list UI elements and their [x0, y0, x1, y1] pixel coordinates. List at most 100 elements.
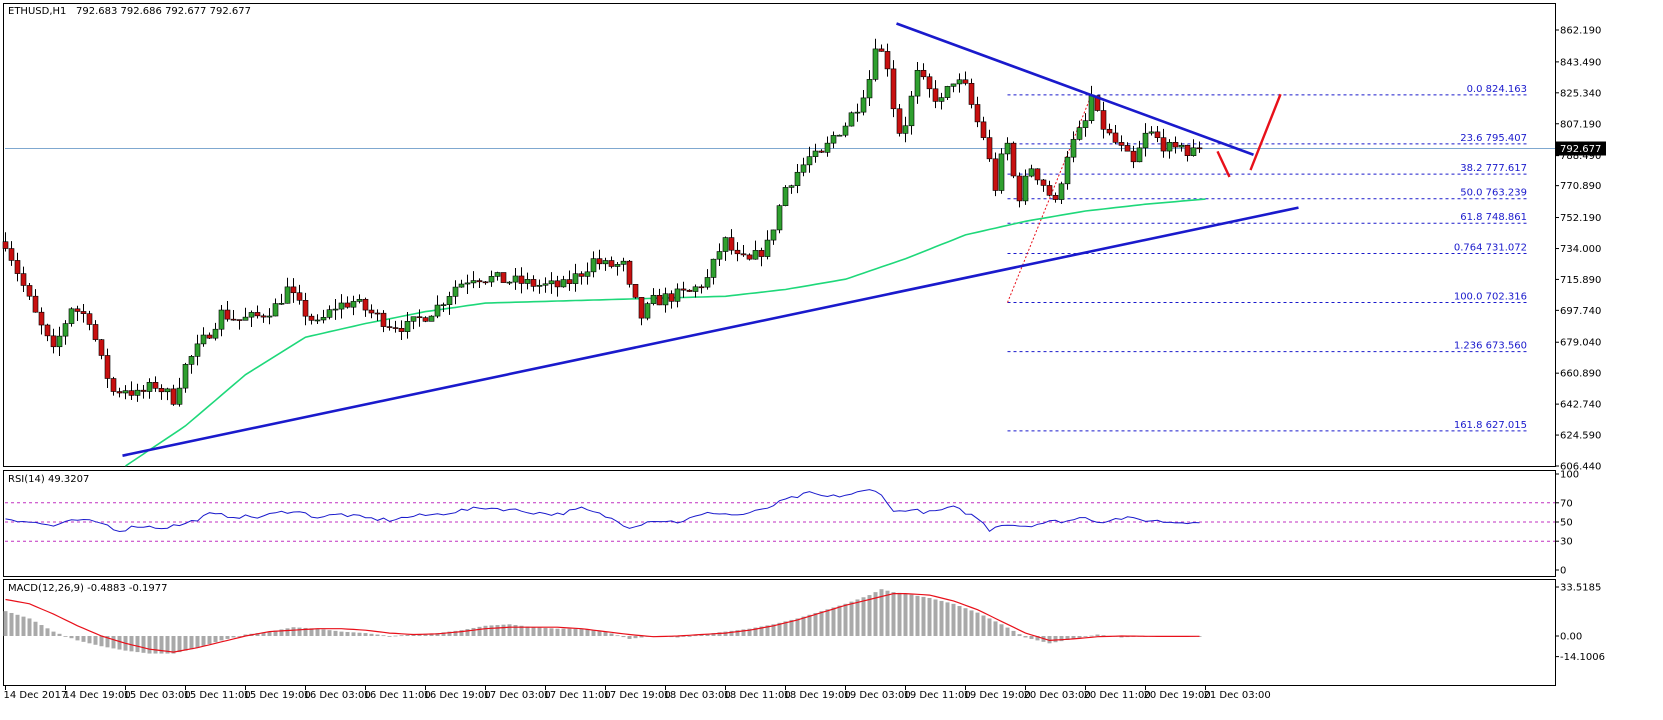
rsi-axis-label: 70 — [1560, 498, 1573, 509]
candle-body-bull — [716, 251, 723, 260]
candle — [986, 129, 993, 162]
candle-body-bear — [758, 250, 765, 257]
candle-body-bull — [614, 264, 621, 267]
candle — [110, 376, 117, 396]
macd-histogram-bar — [897, 592, 902, 636]
candle — [122, 385, 129, 400]
price-axis-label: 862.190 — [1560, 26, 1601, 37]
candle-body-bear — [1184, 144, 1191, 156]
price-axis-label: 825.340 — [1560, 88, 1601, 99]
candle — [968, 78, 975, 109]
candlestick-layer — [2, 38, 1203, 407]
candle — [230, 310, 237, 321]
candle-body-bear — [1130, 150, 1137, 163]
candle-body-bear — [104, 355, 111, 379]
candle-body-bull — [650, 294, 657, 304]
candle-body-bull — [176, 387, 183, 405]
candle-body-bull — [284, 286, 291, 304]
macd-histogram-bar — [135, 636, 140, 653]
candle-body-bull — [506, 281, 513, 284]
macd-histogram-bar — [867, 595, 872, 636]
macd-histogram-bar — [825, 609, 830, 636]
candle-body-bear — [530, 279, 537, 287]
price-axis-label: 606.440 — [1560, 462, 1601, 473]
time-axis-label: 15 Dec 19:00 — [244, 690, 311, 701]
time-axis-label: 16 Dec 19:00 — [424, 690, 491, 701]
candle — [380, 310, 387, 333]
candle — [608, 256, 615, 269]
candle — [1076, 120, 1083, 141]
candle-body-bear — [290, 286, 297, 294]
candle — [1058, 181, 1065, 205]
macd-histogram-bar — [339, 631, 344, 636]
macd-histogram-bar — [69, 636, 74, 639]
macd-histogram-bar — [879, 589, 884, 636]
candle — [116, 387, 123, 398]
candle — [854, 103, 861, 122]
candle — [602, 257, 609, 271]
candle — [638, 297, 645, 326]
macd-histogram-bar — [87, 636, 92, 644]
time-axis-label: 15 Dec 03:00 — [124, 690, 191, 701]
macd-histogram-bar — [855, 599, 860, 636]
candle — [800, 157, 807, 177]
macd-histogram-bar — [495, 625, 500, 636]
current-price-label: 792.677 — [1560, 144, 1601, 155]
macd-histogram-bar — [807, 614, 812, 636]
macd-histogram-bar — [291, 627, 296, 636]
candle-body-bull — [704, 277, 711, 288]
candle-body-bull — [866, 79, 873, 99]
candle-body-bear — [368, 309, 375, 314]
time-axis-label: 20 Dec 19:00 — [1144, 690, 1211, 701]
macd-histogram-bar — [1095, 634, 1100, 636]
macd-histogram-bar — [927, 597, 932, 636]
macd-histogram-bar — [1065, 636, 1070, 641]
candle — [422, 316, 429, 323]
candle-body-bear — [992, 158, 999, 191]
macd-histogram-bar — [327, 630, 332, 636]
candle-body-bear — [1154, 131, 1161, 138]
candle-body-bear — [596, 258, 603, 265]
candle-body-bull — [722, 237, 729, 252]
candle-body-bear — [740, 253, 747, 256]
macd-histogram-bar — [357, 632, 362, 636]
macd-histogram-bar — [975, 612, 980, 636]
candle-body-bear — [1196, 147, 1203, 150]
time-axis-label: 14 Dec 2017 — [4, 690, 68, 701]
macd-histogram-bar — [285, 628, 290, 636]
candle-body-bull — [182, 364, 189, 389]
fib-level-label: 100.0 702.316 — [1454, 292, 1527, 303]
candle — [458, 279, 465, 288]
candle-body-bull — [620, 260, 627, 265]
macd-histogram-bar — [381, 635, 386, 637]
candle-body-bear — [926, 76, 933, 90]
candle — [842, 122, 849, 138]
candle-body-bear — [224, 309, 231, 320]
candle-body-bear — [50, 335, 57, 348]
rsi-panel: 100 70 50 30 0 — [5, 470, 1579, 577]
candle — [806, 146, 813, 173]
candle-body-bear — [698, 286, 705, 289]
candle-body-bull — [440, 304, 447, 306]
candle-body-bull — [242, 316, 249, 321]
candle — [1190, 139, 1197, 157]
macd-histogram-bar — [561, 628, 566, 636]
rsi-line — [5, 489, 1200, 533]
candle-body-bear — [254, 312, 261, 317]
macd-histogram-bar — [45, 628, 50, 636]
candle-body-bull — [164, 388, 171, 393]
macd-histogram-bar — [309, 628, 314, 636]
macd-histogram-bar — [849, 601, 854, 636]
candle-body-bull — [278, 302, 285, 305]
candle — [260, 313, 267, 323]
candle — [170, 384, 177, 406]
macd-histogram-bar — [699, 634, 704, 636]
macd-histogram-bar — [1071, 636, 1076, 639]
macd-histogram-bar — [489, 625, 494, 636]
candle — [872, 38, 879, 82]
macd-histogram-bar — [813, 612, 818, 636]
candle-body-bull — [806, 156, 813, 166]
candle — [368, 304, 375, 319]
candle-body-bear — [818, 150, 825, 153]
